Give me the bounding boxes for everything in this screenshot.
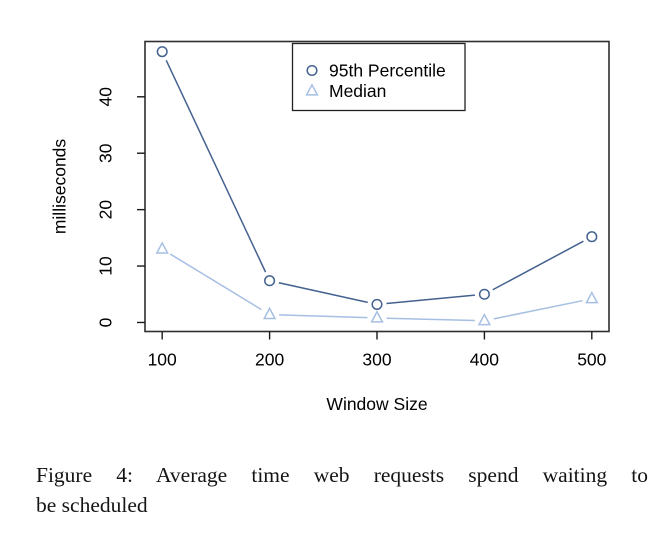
legend-marker-triangle-icon — [305, 83, 319, 96]
x-tick-label: 200 — [255, 350, 284, 370]
legend-label: Median — [329, 81, 386, 101]
y-axis-label: milliseconds — [50, 139, 70, 235]
data-point-circle — [156, 46, 168, 58]
figure-caption: Figure 4: Average time web requests spen… — [36, 460, 648, 520]
series-segment — [493, 299, 583, 320]
y-tick-label: 30 — [96, 143, 116, 163]
waiting-time-chart: 100 200 300 400 500 0 10 20 30 40 Window Size milli… — [50, 40, 610, 414]
data-point-circle — [371, 298, 383, 310]
data-point-triangle — [370, 310, 384, 323]
figure-caption-line-2: be scheduled — [36, 493, 148, 517]
series-95th-percentile — [156, 46, 598, 310]
x-tick-label: 100 — [148, 350, 177, 370]
series-segment — [165, 59, 267, 273]
data-point-circle — [478, 288, 490, 300]
data-point-triangle — [477, 312, 492, 326]
series-segment — [386, 317, 475, 322]
series-segment — [492, 240, 584, 291]
legend-label: 95th Percentile — [329, 61, 446, 81]
series-segment — [169, 253, 262, 311]
legend-box — [291, 42, 466, 112]
series-segment — [279, 314, 368, 319]
data-point-circle — [264, 275, 276, 287]
y-tick-label: 40 — [96, 87, 116, 107]
y-tick-label: 10 — [96, 256, 116, 276]
x-tick-label: 400 — [470, 350, 499, 370]
data-point-circle — [586, 231, 598, 243]
series-segment — [386, 294, 476, 305]
legend-item: 95th Percentile — [306, 61, 446, 81]
figure-caption-line-1: Figure 4: Average time web requests spen… — [36, 463, 648, 487]
legend-marker-circle-icon — [306, 64, 318, 77]
data-point-triangle — [155, 241, 169, 254]
series-median — [155, 241, 599, 326]
x-tick-label: 500 — [577, 350, 606, 370]
series-segment — [278, 282, 368, 304]
data-point-triangle — [585, 290, 599, 304]
x-tick-label: 300 — [362, 350, 391, 370]
y-tick-label: 20 — [96, 200, 116, 220]
legend-item: Median — [305, 81, 386, 101]
x-axis-label: Window Size — [326, 394, 427, 414]
y-tick-label: 0 — [96, 317, 116, 327]
data-point-triangle — [262, 306, 277, 320]
